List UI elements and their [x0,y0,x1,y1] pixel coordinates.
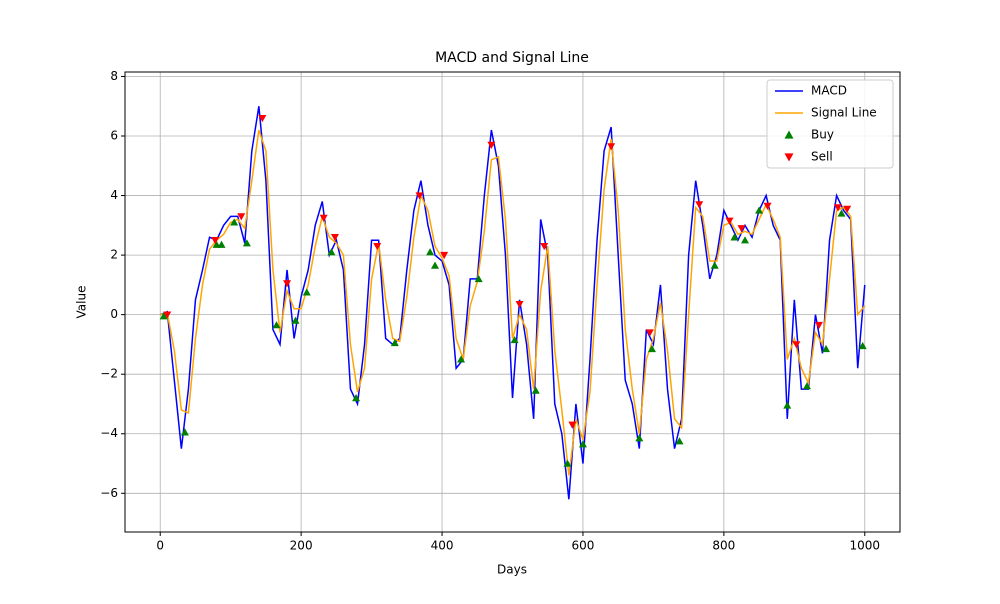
marker [510,335,519,344]
y-tick-label: 6 [110,129,118,143]
marker [327,248,336,256]
x-tick-label: 400 [431,539,454,553]
marker [159,312,168,320]
marker [211,237,220,245]
marker [837,209,846,217]
marker [163,311,172,319]
marker [431,261,439,269]
marker [258,114,267,123]
x-tick-label: 1000 [849,539,880,553]
y-tick-label: −2 [100,367,118,381]
y-tick-label: 0 [110,307,118,321]
legend-swatch [784,130,794,139]
y-tick-label: 8 [110,69,118,83]
marker [763,202,772,210]
marker [540,242,549,251]
x-tick-label: 0 [156,539,164,553]
marker [474,274,483,283]
y-tick-label: −4 [100,426,118,440]
marker [755,206,764,214]
marker [487,141,496,149]
marker [578,440,587,448]
marker [242,239,251,247]
marker [291,316,300,324]
legend-label: Sell [811,150,833,164]
chart-title: MACD and Signal Line [435,50,589,66]
marker [563,459,572,467]
marker [645,329,654,337]
marker [843,205,852,213]
marker [352,394,361,402]
x-axis-label: Days [497,563,527,577]
marker [180,428,189,436]
marker [319,214,328,222]
marker [426,248,435,256]
y-tick-label: 4 [110,188,118,202]
marker [330,234,339,242]
marker [858,341,867,350]
marker [737,225,746,233]
marker [440,251,449,260]
marker [237,213,246,221]
x-tick-label: 600 [572,539,595,553]
marker [730,233,739,241]
marker [648,344,656,353]
legend-label: Signal Line [811,106,877,120]
legend-label: Buy [811,128,834,142]
series-line [159,106,866,500]
marker [814,321,823,330]
marker [822,344,831,353]
marker [725,217,734,225]
marker [834,204,842,212]
marker [803,382,811,390]
marker [230,218,239,226]
marker [415,192,424,200]
marker [283,280,292,288]
marker [710,261,719,269]
legend-label: MACD [811,84,847,98]
marker [695,201,704,209]
marker [302,288,311,296]
marker [457,355,466,363]
y-axis-label: Value [75,286,89,319]
legend-box [766,79,894,169]
marker [217,240,226,248]
marker [272,321,281,329]
marker [607,143,616,151]
marker [675,437,684,445]
marker [635,434,644,442]
marker [792,341,801,349]
y-tick-label: −6 [100,486,118,500]
marker [515,301,524,309]
series-line [160,129,866,476]
x-tick-label: 800 [712,539,735,553]
y-tick-label: 2 [110,248,118,262]
legend-swatch [784,153,794,162]
marker [741,236,749,244]
marker [783,401,792,409]
plot-frame [124,71,901,533]
x-tick-label: 200 [290,539,313,553]
marker [531,386,540,394]
marker [390,338,399,347]
marker [373,242,382,251]
marker [568,421,577,429]
